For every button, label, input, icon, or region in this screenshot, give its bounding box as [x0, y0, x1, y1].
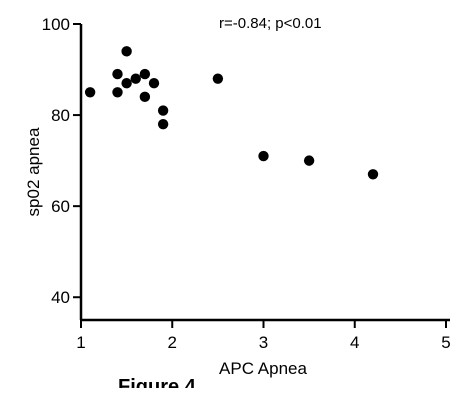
data-point	[212, 73, 224, 84]
data-point	[303, 155, 315, 166]
y-axis-title: sp02 apnea	[24, 127, 43, 216]
data-point	[84, 87, 96, 98]
y-tick-label: 40	[51, 288, 70, 307]
x-tick-label: 2	[168, 333, 177, 352]
data-point	[112, 68, 123, 80]
data-point	[148, 78, 160, 89]
data-point	[367, 169, 379, 180]
data-points	[84, 46, 379, 180]
y-tick-label: 80	[51, 106, 70, 125]
data-point	[157, 118, 169, 130]
data-point	[121, 78, 132, 89]
x-tick-label: 5	[441, 333, 450, 352]
y-tick-label: 100	[42, 15, 70, 34]
data-point	[121, 46, 132, 57]
x-tick-label: 4	[350, 333, 359, 352]
y-tick-label: 60	[51, 197, 70, 216]
data-point	[112, 87, 123, 98]
data-point	[139, 91, 151, 103]
data-point	[157, 105, 169, 116]
y-axis-ticks: 40 60 80 100	[42, 15, 81, 307]
figure-caption: Figure 4	[118, 376, 197, 388]
x-axis-title: APC Apnea	[219, 359, 307, 378]
x-axis-ticks: 1 2 3 4 5	[76, 320, 450, 352]
x-tick-label: 3	[259, 333, 268, 352]
correlation-annotation: r=-0.84; p<0.01	[219, 15, 322, 32]
data-point	[130, 73, 141, 84]
data-point	[139, 68, 151, 80]
data-point	[258, 150, 269, 162]
axes	[79, 24, 450, 322]
x-tick-label: 1	[76, 333, 85, 352]
